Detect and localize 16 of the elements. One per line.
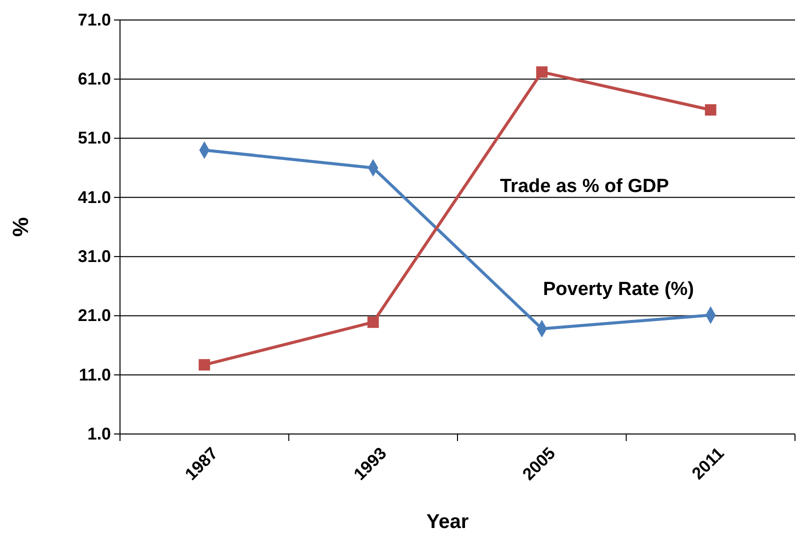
y-tick-label: 31.0 <box>78 247 111 266</box>
y-tick-label: 11.0 <box>78 365 111 384</box>
point <box>198 359 210 371</box>
y-tick-label: 41.0 <box>78 188 111 207</box>
point <box>704 104 716 116</box>
y-tick-label: 61.0 <box>78 70 111 89</box>
x-axis-title: Year <box>426 511 469 533</box>
point <box>536 66 548 78</box>
y-axis-title: % <box>8 217 33 237</box>
y-tick-label: 71.0 <box>78 10 111 30</box>
point <box>367 316 379 328</box>
y-tick-label: 21.0 <box>78 306 111 326</box>
y-tick-label: 51.0 <box>78 128 111 148</box>
series-label: Trade as % of GDP <box>500 176 670 197</box>
y-tick-label: 1.0 <box>87 424 111 444</box>
series-label: Poverty Rate (%) <box>543 279 694 300</box>
